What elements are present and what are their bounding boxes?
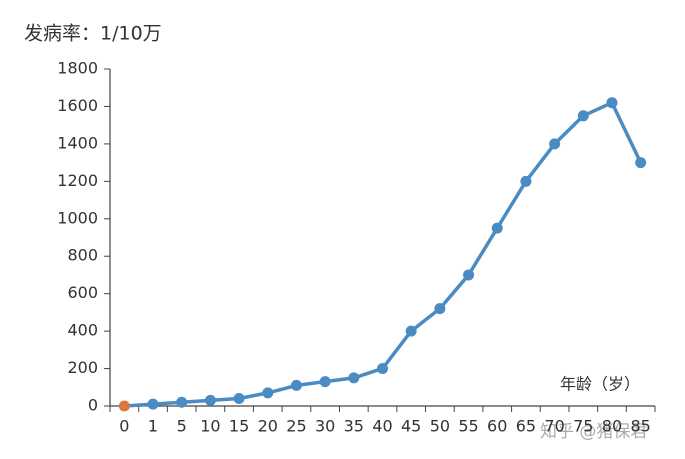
x-axis-label: 年龄（岁） — [560, 375, 640, 394]
x-tick-label: 60 — [487, 417, 507, 436]
y-tick-label: 800 — [67, 246, 98, 265]
y-tick-label: 200 — [67, 358, 98, 377]
x-tick-label: 80 — [602, 417, 622, 436]
x-tick-label: 45 — [401, 417, 421, 436]
x-tick-label: 85 — [630, 417, 650, 436]
data-point — [434, 303, 446, 315]
data-point — [147, 398, 159, 410]
y-tick-label: 1800 — [57, 59, 98, 78]
data-point — [577, 110, 589, 122]
x-tick-label: 65 — [516, 417, 536, 436]
x-tick-label: 5 — [177, 417, 187, 436]
x-tick-label: 50 — [430, 417, 450, 436]
data-point — [463, 269, 475, 281]
x-tick-label: 55 — [458, 417, 478, 436]
x-tick-label: 40 — [372, 417, 392, 436]
data-point — [635, 157, 647, 169]
y-tick-label: 1400 — [57, 133, 98, 152]
y-axis-label: 发病率：1/10万 — [24, 23, 162, 45]
data-point — [176, 396, 188, 408]
data-point — [319, 376, 331, 388]
data-point — [520, 175, 532, 187]
data-point — [491, 222, 503, 234]
x-tick-label: 75 — [573, 417, 593, 436]
data-point — [405, 325, 417, 337]
data-point — [290, 379, 302, 391]
data-point — [549, 138, 561, 150]
x-tick-label: 20 — [258, 417, 278, 436]
y-tick-label: 400 — [67, 321, 98, 340]
data-point — [348, 372, 360, 384]
data-point — [204, 394, 216, 406]
x-tick-label: 25 — [286, 417, 306, 436]
y-tick-label: 0 — [88, 396, 98, 415]
data-point — [233, 393, 245, 405]
data-point — [606, 97, 618, 109]
y-tick-label: 1600 — [57, 96, 98, 115]
watermark: 知乎 @猪保君 — [540, 422, 647, 442]
y-tick-label: 600 — [67, 283, 98, 302]
data-point — [118, 400, 130, 412]
data-point — [377, 363, 388, 375]
x-tick-label: 30 — [315, 417, 335, 436]
data-point — [262, 387, 274, 399]
x-tick-label: 70 — [544, 417, 564, 436]
x-tick-label: 1 — [148, 417, 158, 436]
x-tick-label: 15 — [229, 417, 249, 436]
series-line — [124, 100, 643, 408]
y-tick-label: 1200 — [57, 171, 98, 190]
x-tick-label: 35 — [344, 417, 364, 436]
x-tick-label: 10 — [200, 417, 220, 436]
x-tick-label: 0 — [119, 417, 129, 436]
y-tick-label: 1000 — [57, 208, 98, 227]
